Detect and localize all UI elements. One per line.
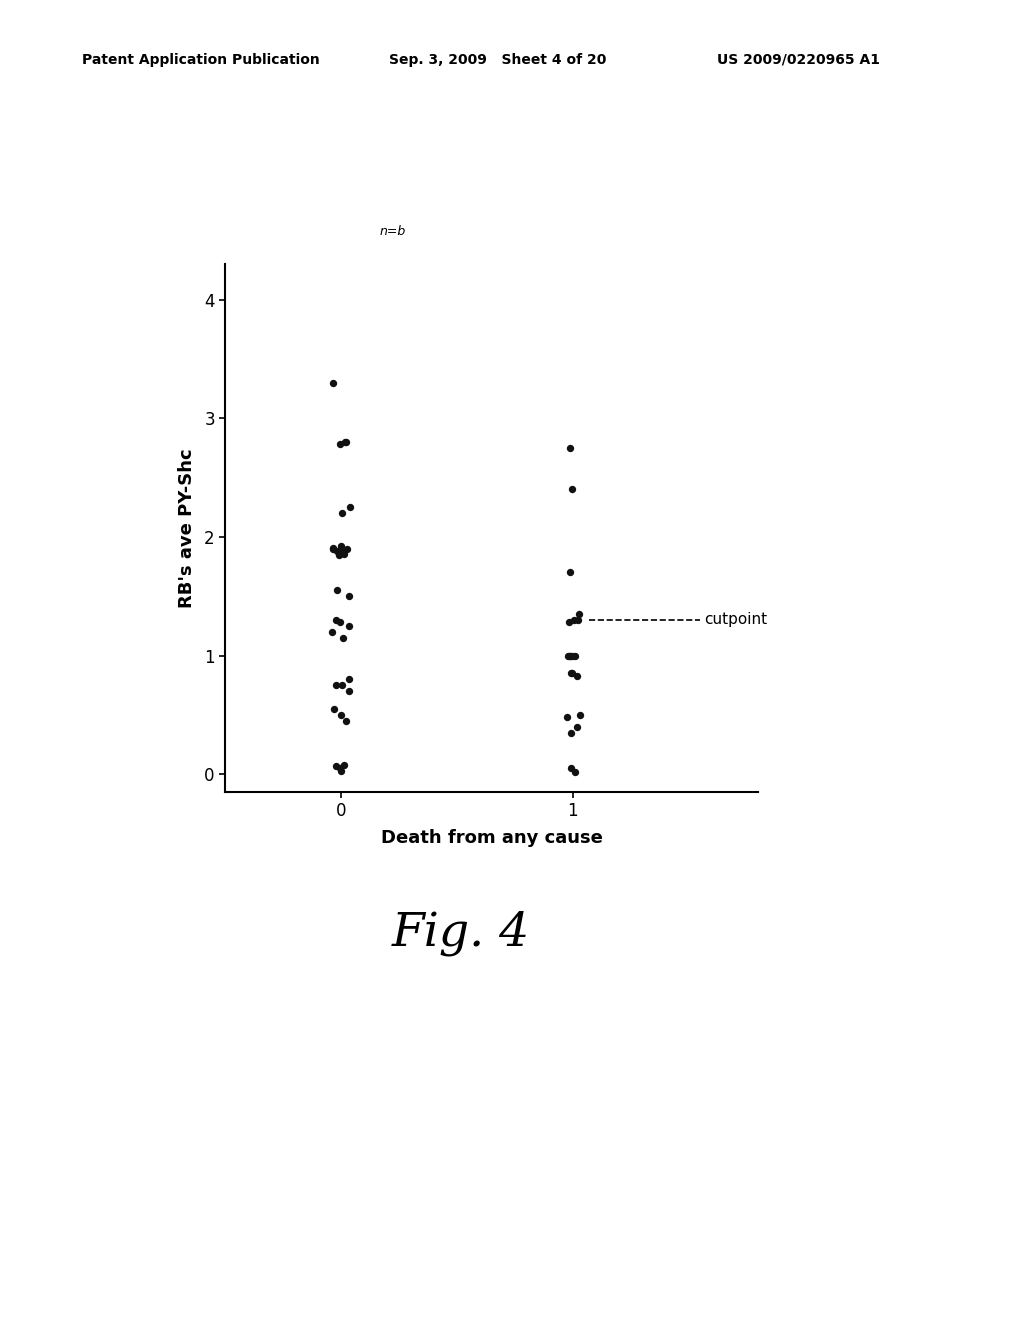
Point — [569, 610, 586, 631]
Point — [561, 611, 578, 632]
Point — [567, 762, 584, 783]
Point — [325, 539, 341, 560]
Point — [568, 665, 585, 686]
Point — [563, 663, 580, 684]
Point — [332, 434, 348, 455]
Point — [568, 717, 585, 738]
Text: US 2009/0220965 A1: US 2009/0220965 A1 — [717, 53, 880, 67]
Point — [560, 645, 577, 667]
Point — [328, 610, 344, 631]
Point — [333, 705, 349, 726]
Point — [332, 611, 348, 632]
Text: Fig. 4: Fig. 4 — [391, 911, 530, 956]
Point — [335, 627, 351, 648]
Point — [570, 603, 587, 624]
Text: n=b: n=b — [379, 224, 406, 238]
Point — [563, 758, 580, 779]
Point — [336, 754, 352, 775]
Point — [571, 705, 588, 726]
Text: cutpoint: cutpoint — [705, 612, 768, 627]
Point — [337, 432, 353, 453]
Point — [565, 610, 582, 631]
Text: Patent Application Publication: Patent Application Publication — [82, 53, 319, 67]
Point — [562, 562, 579, 583]
Point — [325, 372, 341, 393]
Point — [341, 669, 357, 690]
Point — [333, 536, 349, 557]
Point — [334, 675, 350, 696]
Point — [562, 437, 579, 458]
Point — [325, 537, 341, 558]
Point — [563, 722, 580, 743]
Point — [324, 622, 340, 643]
Point — [564, 479, 581, 500]
X-axis label: Death from any cause: Death from any cause — [381, 829, 602, 846]
Text: Sep. 3, 2009   Sheet 4 of 20: Sep. 3, 2009 Sheet 4 of 20 — [389, 53, 606, 67]
Point — [331, 544, 347, 565]
Point — [326, 698, 342, 719]
Y-axis label: RB's ave PY-Shc: RB's ave PY-Shc — [178, 449, 196, 607]
Point — [562, 645, 579, 667]
Point — [338, 432, 354, 453]
Point — [561, 645, 578, 667]
Point — [332, 758, 348, 779]
Point — [558, 706, 574, 727]
Point — [333, 541, 349, 562]
Point — [340, 681, 356, 702]
Point — [334, 503, 350, 524]
Point — [339, 539, 355, 560]
Point — [341, 615, 357, 636]
Point — [329, 541, 345, 562]
Point — [567, 645, 584, 667]
Point — [342, 496, 358, 517]
Point — [328, 675, 344, 696]
Point — [333, 760, 349, 781]
Point — [563, 663, 580, 684]
Point — [340, 586, 356, 607]
Point — [329, 579, 345, 601]
Point — [328, 755, 344, 776]
Point — [338, 710, 354, 731]
Point — [563, 645, 580, 667]
Point — [336, 543, 352, 564]
